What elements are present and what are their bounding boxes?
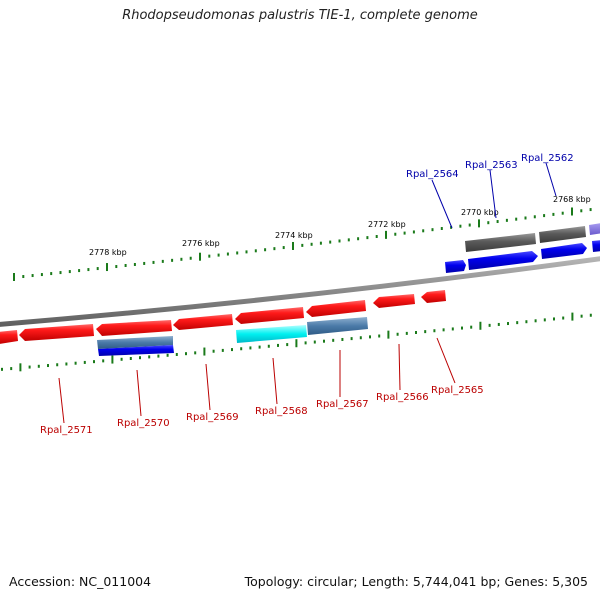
map-title: Rhodopseudomonas palustris TIE-1, comple… [122, 8, 478, 23]
gene-label-rpal-2570[interactable]: Rpal_2570 [117, 418, 170, 429]
scale-label-2772: 2772 kbp [368, 220, 406, 229]
scale-label-2768: 2768 kbp [553, 195, 591, 204]
scale-label-2770: 2770 kbp [461, 208, 499, 217]
scale-label-2778: 2778 kbp [89, 248, 127, 257]
gene-feature-rpal-2564[interactable] [445, 260, 466, 273]
gene-feature-rpal-2569[interactable] [173, 314, 233, 330]
gene-feature-rpal-2566[interactable] [373, 294, 415, 308]
scale-label-2774: 2774 kbp [275, 231, 313, 240]
gene-feature[interactable] [592, 240, 600, 252]
reverse-strand-features [0, 290, 446, 356]
gene-feature[interactable] [0, 330, 18, 344]
gene-feature-rpal-2570[interactable] [96, 320, 172, 336]
gene-feature[interactable] [465, 233, 536, 252]
gene-feature[interactable] [307, 317, 368, 335]
gene-feature-rpal-2567[interactable] [306, 300, 366, 317]
scale-ticks [1, 207, 592, 372]
gene-label-rpal-2571[interactable]: Rpal_2571 [40, 425, 93, 436]
label-leaders [58, 162, 557, 424]
genome-backbone [0, 256, 600, 327]
genome-summary-text: Topology: circular; Length: 5,744,041 bp… [244, 574, 588, 589]
gene-feature-rpal-2562[interactable] [541, 243, 587, 259]
gene-label-rpal-2568[interactable]: Rpal_2568 [255, 406, 308, 417]
gene-feature[interactable] [97, 336, 173, 349]
gene-feature[interactable] [539, 226, 586, 243]
gene-feature[interactable] [98, 345, 174, 356]
forward-strand-features [445, 223, 600, 273]
gene-label-rpal-2564[interactable]: Rpal_2564 [406, 169, 459, 180]
gene-label-rpal-2567[interactable]: Rpal_2567 [316, 399, 369, 410]
gene-feature-rpal-2571[interactable] [19, 324, 94, 341]
gene-label-rpal-2562[interactable]: Rpal_2562 [521, 153, 574, 164]
accession-text: Accession: NC_011004 [9, 574, 152, 589]
gene-feature-rpal-2568[interactable] [235, 307, 304, 324]
gene-label-rpal-2563[interactable]: Rpal_2563 [465, 160, 518, 171]
gene-feature[interactable] [236, 325, 307, 343]
gene-feature[interactable] [589, 223, 600, 235]
scale-label-2776: 2776 kbp [182, 239, 220, 248]
gene-label-rpal-2569[interactable]: Rpal_2569 [186, 412, 239, 423]
gene-feature-rpal-2563[interactable] [468, 251, 538, 270]
gene-label-rpal-2566[interactable]: Rpal_2566 [376, 392, 429, 403]
gene-label-rpal-2565[interactable]: Rpal_2565 [431, 385, 484, 396]
gene-feature-rpal-2565[interactable] [421, 290, 446, 303]
